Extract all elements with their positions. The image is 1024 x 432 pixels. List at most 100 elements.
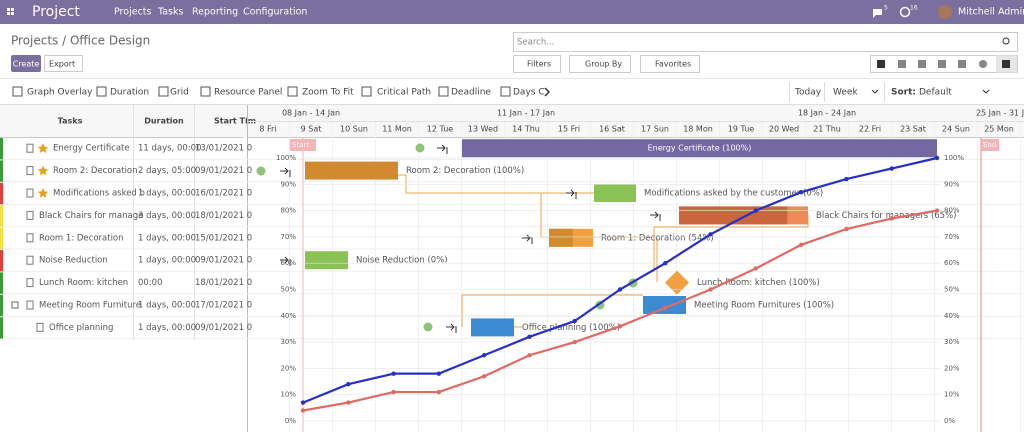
week-label: 25 Jan - 31 J (976, 109, 1024, 118)
user-name[interactable]: Mitchell Admin (958, 7, 1024, 18)
task-name[interactable]: Room 1: Decoration (39, 233, 124, 243)
task-name[interactable]: Energy Certificate (53, 144, 130, 154)
create-button[interactable] (11, 55, 41, 72)
row-status (0, 272, 3, 294)
day-label: 25 Mon (984, 125, 1014, 134)
progress-point (798, 242, 804, 247)
task-duration: 1 days, 00:00 (138, 323, 196, 333)
task-label: Office planning (100%) (522, 323, 620, 333)
row-status (0, 182, 3, 205)
sort-label: Sort: (891, 88, 916, 98)
y-tick-label: 30% (280, 338, 296, 346)
day-label: 18 Mon (683, 125, 713, 134)
y2-tick-label: 50% (944, 286, 960, 294)
toolbar-item[interactable]: Graph Overlay (27, 88, 93, 98)
apps-icon[interactable] (7, 8, 14, 15)
day-label: 21 Thu (813, 125, 841, 134)
row-status (0, 294, 3, 317)
done-check (256, 166, 266, 176)
task-name[interactable]: Modifications asked b (53, 189, 145, 199)
task-duration: 11 days, 00:00 (138, 144, 201, 154)
dependency-link (461, 294, 643, 327)
y2-tick-label: 10% (944, 391, 960, 399)
menu-item[interactable]: Tasks (157, 7, 184, 18)
breadcrumb[interactable]: Projects / Office Design (11, 34, 150, 48)
task-icon (26, 278, 34, 288)
task-label: Noise Reduction (0%) (356, 256, 448, 266)
column-header[interactable]: Duration (144, 117, 184, 126)
task-progress (549, 228, 573, 247)
y-tick-label: 10% (280, 391, 296, 399)
menu-item[interactable]: Projects (114, 7, 152, 18)
day-label: 9 Sat (301, 125, 322, 134)
progress-point (663, 261, 668, 266)
y2-tick-label: 60% (944, 259, 960, 267)
toolbar-item[interactable]: Grid (170, 88, 189, 98)
messages-icon[interactable] (873, 9, 882, 18)
groupby-button[interactable] (569, 55, 631, 73)
day-label: 24 Sun (942, 125, 970, 134)
progress-point (300, 400, 306, 405)
task-name[interactable]: Lunch Room: kitchen (39, 278, 128, 288)
sort-select[interactable]: Default (919, 88, 952, 98)
day-label: 10 Sun (340, 125, 368, 134)
task-bar[interactable] (643, 296, 686, 314)
y-tick-label: 70% (280, 233, 296, 241)
export-button[interactable] (44, 55, 83, 72)
toolbar-item[interactable]: Duration (110, 88, 149, 98)
progress-point (527, 353, 532, 358)
task-bar[interactable] (305, 161, 398, 180)
task-name[interactable]: Office planning (49, 323, 113, 333)
search-box[interactable] (513, 32, 1018, 52)
scale-select[interactable]: Week (833, 88, 858, 98)
day-label: 22 Fri (859, 125, 881, 134)
task-name[interactable]: Room 2: Decoration (53, 166, 138, 176)
task-duration: 3 days, 00:00 (138, 211, 196, 221)
task-name[interactable]: Noise Reduction (39, 256, 108, 266)
app-name[interactable]: Project (32, 4, 80, 20)
task-name[interactable]: Black Chairs for manage (39, 211, 143, 221)
toolbar-item[interactable]: Days C (513, 88, 545, 98)
task-label: Modifications asked by the customer (0%) (644, 189, 823, 199)
toolbar-item[interactable]: Deadline (451, 88, 491, 98)
milestone (665, 270, 689, 295)
toolbar-icon (361, 86, 372, 97)
toolbar-icon (287, 86, 298, 97)
favorites-button[interactable] (640, 55, 700, 73)
task-icon (26, 233, 34, 243)
progress-point (391, 371, 396, 376)
progress-point (708, 287, 713, 292)
toolbar-item[interactable]: Zoom To Fit (302, 88, 354, 98)
star (37, 188, 49, 198)
task-bar[interactable] (594, 184, 636, 202)
search-icon[interactable] (1002, 37, 1010, 45)
toolbar-item[interactable]: Critical Path (377, 88, 431, 98)
progress-point (436, 389, 442, 395)
task-bar[interactable] (305, 251, 348, 270)
y2-tick-label: 70% (944, 233, 960, 241)
progress-point (617, 324, 623, 329)
scroll-arrow[interactable] (544, 87, 551, 97)
filters-button[interactable] (513, 55, 561, 73)
toolbar-item[interactable]: Resource Panel (214, 88, 282, 98)
view-switcher[interactable] (870, 55, 1018, 73)
task-bar[interactable] (471, 318, 514, 337)
progress-point (889, 166, 894, 171)
task-bar[interactable] (462, 139, 937, 158)
progress-point (844, 176, 849, 182)
activity-icon[interactable] (899, 6, 911, 18)
progress-point (436, 371, 442, 376)
task-start: 13/01/2021 0 (195, 144, 252, 154)
column-header[interactable]: Start Tim (214, 117, 256, 126)
collapse-icon[interactable] (11, 301, 19, 309)
avatar[interactable] (938, 5, 952, 19)
menu-item[interactable]: Reporting (192, 7, 238, 18)
progress-point (527, 334, 532, 340)
column-header[interactable]: Tasks (58, 117, 83, 126)
activity-badge: 16 (910, 5, 918, 12)
task-name[interactable]: Meeting Room Furniture (39, 301, 141, 311)
menu-item[interactable]: Configuration (243, 7, 307, 18)
today-button[interactable]: Today (794, 88, 822, 98)
task-duration: 1 days, 00:00 (138, 189, 196, 199)
task-start: 18/01/2021 0 (195, 278, 252, 288)
